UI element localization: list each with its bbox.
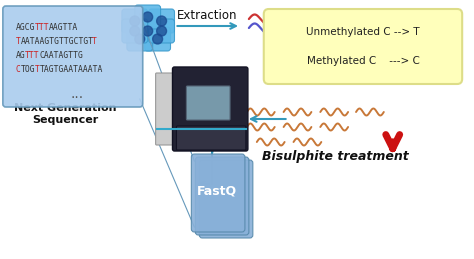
FancyBboxPatch shape xyxy=(3,6,143,107)
Text: Next Generation
Sequencer: Next Generation Sequencer xyxy=(14,103,117,125)
FancyBboxPatch shape xyxy=(127,27,153,51)
Text: Extraction: Extraction xyxy=(177,9,237,22)
Text: Fragmentation: Fragmentation xyxy=(382,39,464,49)
Circle shape xyxy=(156,16,166,26)
Text: ...: ... xyxy=(71,87,84,101)
FancyBboxPatch shape xyxy=(122,19,148,43)
FancyBboxPatch shape xyxy=(195,157,249,235)
Text: C: C xyxy=(16,64,21,74)
Circle shape xyxy=(153,34,163,44)
Text: FastQ: FastQ xyxy=(197,184,237,198)
FancyBboxPatch shape xyxy=(122,9,148,33)
FancyBboxPatch shape xyxy=(149,9,174,33)
Text: AATAAGTGTTGCTGT: AATAAGTGTTGCTGT xyxy=(20,37,94,46)
FancyBboxPatch shape xyxy=(149,19,174,43)
Text: T: T xyxy=(92,37,97,46)
FancyBboxPatch shape xyxy=(191,154,245,232)
Text: TTT: TTT xyxy=(25,51,40,60)
FancyBboxPatch shape xyxy=(155,73,177,145)
Text: Unmethylated C --> T: Unmethylated C --> T xyxy=(306,27,420,37)
Circle shape xyxy=(143,26,153,36)
Text: T: T xyxy=(35,64,40,74)
Circle shape xyxy=(143,12,153,22)
Text: Bisulphite treatment: Bisulphite treatment xyxy=(262,149,409,162)
Circle shape xyxy=(130,16,140,26)
Text: AAGTTA: AAGTTA xyxy=(49,23,78,32)
Text: T: T xyxy=(16,37,21,46)
FancyBboxPatch shape xyxy=(186,86,230,120)
FancyBboxPatch shape xyxy=(135,5,161,29)
Circle shape xyxy=(130,26,140,36)
FancyBboxPatch shape xyxy=(176,126,246,150)
Text: AG: AG xyxy=(16,51,26,60)
Text: Methylated C    ---> C: Methylated C ---> C xyxy=(307,56,419,66)
Text: TTT: TTT xyxy=(35,23,49,32)
FancyBboxPatch shape xyxy=(145,27,171,51)
Text: TAGTGAATAAATA: TAGTGAATAAATA xyxy=(39,64,103,74)
Circle shape xyxy=(135,34,145,44)
Text: AGCG: AGCG xyxy=(16,23,35,32)
Text: DNA: DNA xyxy=(360,12,390,25)
FancyBboxPatch shape xyxy=(264,9,462,84)
Circle shape xyxy=(156,26,166,36)
FancyBboxPatch shape xyxy=(135,19,161,43)
Text: CAATAGTTG: CAATAGTTG xyxy=(39,51,83,60)
FancyBboxPatch shape xyxy=(199,160,253,238)
FancyBboxPatch shape xyxy=(173,67,248,151)
Text: TOG: TOG xyxy=(20,64,35,74)
